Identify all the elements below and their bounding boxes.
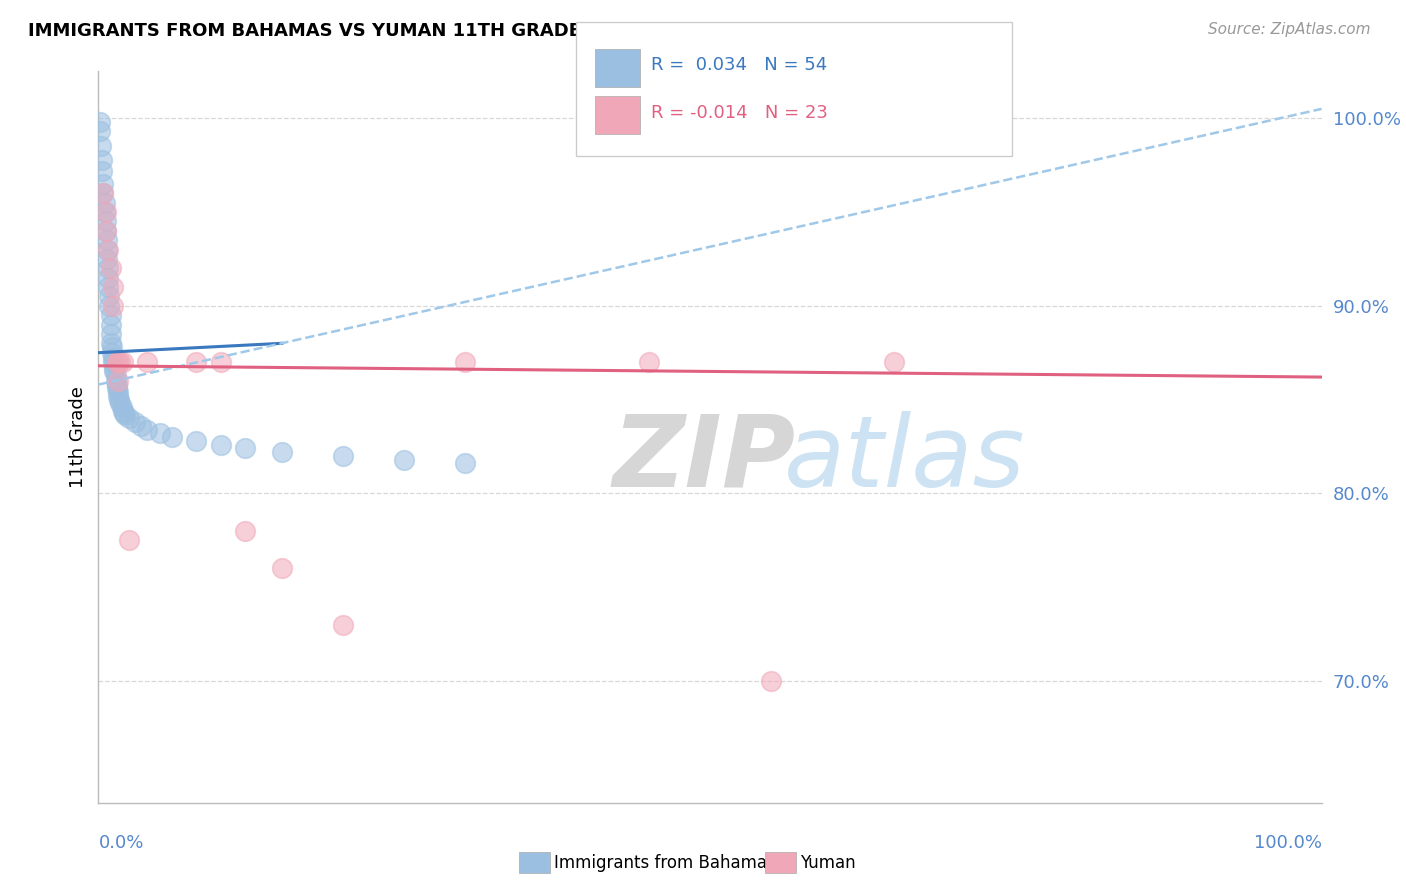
Point: [94, 214, 117, 228]
Point: [97, 280, 120, 294]
Point: [209, 355, 232, 369]
Point: [107, 389, 129, 403]
Point: [104, 368, 127, 383]
Text: IMMIGRANTS FROM BAHAMAS VS YUMAN 11TH GRADE CORRELATION CHART: IMMIGRANTS FROM BAHAMAS VS YUMAN 11TH GR…: [28, 22, 803, 40]
Point: [91, 177, 114, 191]
Point: [332, 449, 354, 463]
Point: [209, 437, 232, 451]
Point: [136, 423, 159, 437]
Point: [100, 318, 122, 332]
Point: [105, 377, 128, 392]
Point: [101, 351, 124, 366]
Point: [129, 418, 152, 433]
Point: [136, 355, 159, 369]
Point: [110, 396, 132, 410]
Point: [233, 442, 256, 456]
Point: [118, 411, 141, 425]
Text: Source: ZipAtlas.com: Source: ZipAtlas.com: [1208, 22, 1371, 37]
Point: [124, 415, 146, 429]
Point: [91, 186, 114, 201]
Text: Yuman: Yuman: [800, 854, 856, 871]
Point: [454, 456, 477, 470]
Point: [112, 406, 135, 420]
Point: [96, 233, 118, 247]
Point: [101, 340, 124, 354]
Point: [149, 426, 172, 441]
Point: [111, 355, 134, 369]
Text: Immigrants from Bahamas: Immigrants from Bahamas: [554, 854, 776, 871]
Text: R = -0.014   N = 23: R = -0.014 N = 23: [651, 104, 828, 122]
Point: [105, 355, 128, 369]
Point: [270, 445, 294, 459]
Point: [107, 374, 129, 388]
Point: [103, 360, 125, 375]
Point: [104, 374, 127, 388]
Point: [94, 224, 117, 238]
Point: [101, 355, 124, 369]
Text: atlas: atlas: [783, 410, 1025, 508]
Point: [89, 124, 111, 138]
Point: [93, 195, 115, 210]
Point: [91, 153, 114, 167]
Point: [186, 434, 208, 448]
Point: [160, 430, 183, 444]
Point: [91, 163, 114, 178]
Point: [114, 408, 136, 422]
Point: [270, 561, 294, 575]
Point: [108, 392, 131, 407]
Point: [186, 355, 208, 369]
Text: ZIP: ZIP: [612, 410, 796, 508]
Y-axis label: 11th Grade: 11th Grade: [69, 386, 87, 488]
Point: [110, 355, 132, 369]
Point: [761, 673, 783, 688]
Point: [96, 252, 118, 266]
Point: [111, 404, 134, 418]
Point: [111, 400, 134, 414]
Point: [98, 299, 121, 313]
Point: [118, 533, 141, 548]
Point: [97, 270, 120, 285]
Point: [100, 308, 122, 322]
Point: [883, 355, 905, 369]
Point: [96, 243, 118, 257]
Point: [233, 524, 256, 538]
Point: [101, 345, 124, 359]
Point: [89, 115, 111, 129]
Point: [103, 364, 125, 378]
Point: [392, 452, 416, 467]
Point: [637, 355, 661, 369]
Point: [91, 186, 114, 201]
Point: [332, 617, 354, 632]
Point: [107, 385, 129, 400]
Point: [98, 289, 121, 303]
Point: [101, 280, 124, 294]
Point: [94, 205, 117, 219]
Point: [107, 355, 129, 369]
Point: [100, 326, 122, 341]
Point: [100, 336, 122, 351]
Point: [454, 355, 477, 369]
Point: [100, 261, 122, 276]
Point: [105, 381, 128, 395]
Point: [90, 139, 112, 153]
Point: [97, 261, 120, 276]
Text: 0.0%: 0.0%: [98, 834, 143, 852]
Point: [97, 243, 120, 257]
Point: [101, 299, 124, 313]
Point: [93, 205, 115, 219]
Text: R =  0.034   N = 54: R = 0.034 N = 54: [651, 56, 827, 74]
Point: [94, 224, 117, 238]
Text: 100.0%: 100.0%: [1254, 834, 1322, 852]
